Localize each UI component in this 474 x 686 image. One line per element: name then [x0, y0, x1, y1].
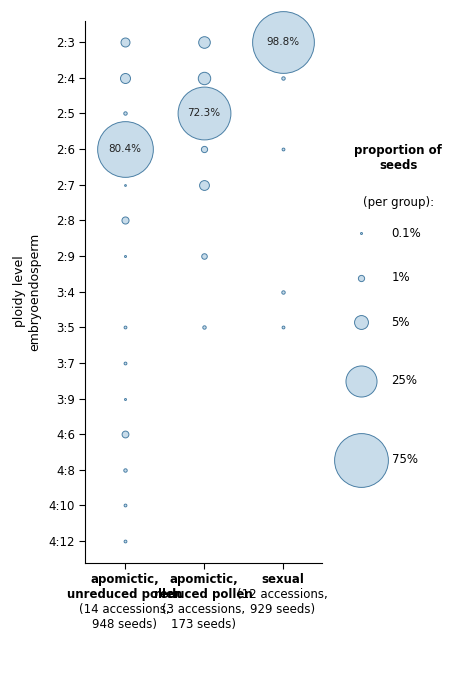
Point	[357, 317, 365, 328]
Point	[200, 322, 208, 333]
Text: 1%: 1%	[392, 272, 410, 284]
Point	[121, 143, 128, 154]
Text: 173 seeds): 173 seeds)	[171, 618, 237, 631]
Point	[121, 215, 128, 226]
Text: 98.8%: 98.8%	[266, 37, 300, 47]
Text: 72.3%: 72.3%	[187, 108, 220, 118]
Point	[200, 72, 208, 83]
Point	[121, 250, 128, 261]
Text: reduced pollen: reduced pollen	[155, 588, 253, 601]
Point	[121, 179, 128, 190]
Point	[121, 429, 128, 440]
Text: 948 seeds): 948 seeds)	[92, 618, 157, 631]
Point	[357, 375, 365, 386]
Text: 5%: 5%	[392, 316, 410, 329]
Point	[121, 108, 128, 119]
Point	[279, 72, 287, 83]
Point	[357, 228, 365, 239]
Point	[279, 286, 287, 297]
Point	[121, 72, 128, 83]
Text: sexual: sexual	[261, 573, 304, 586]
Point	[200, 250, 208, 261]
Text: 929 seeds): 929 seeds)	[250, 603, 315, 616]
Point	[121, 393, 128, 404]
Point	[121, 322, 128, 333]
Point	[121, 464, 128, 475]
Point	[121, 36, 128, 47]
Point	[200, 36, 208, 47]
Text: 0.1%: 0.1%	[392, 227, 421, 239]
Text: 75%: 75%	[392, 453, 418, 466]
Text: unreduced pollen: unreduced pollen	[67, 588, 182, 601]
Point	[121, 536, 128, 547]
Text: 80.4%: 80.4%	[109, 144, 141, 154]
Text: apomictic,: apomictic,	[169, 573, 238, 586]
Text: 25%: 25%	[392, 375, 418, 387]
Point	[200, 143, 208, 154]
Y-axis label: ploidy level
embryoendosperm: ploidy level embryoendosperm	[13, 233, 41, 351]
Point	[200, 179, 208, 190]
Text: apomictic,: apomictic,	[91, 573, 159, 586]
Point	[357, 454, 365, 465]
Text: (3 accessions,: (3 accessions,	[162, 603, 246, 616]
Text: (14 accessions,: (14 accessions,	[80, 603, 170, 616]
Point	[121, 500, 128, 511]
Text: (per group):: (per group):	[363, 196, 434, 209]
Text: proportion of
seeds: proportion of seeds	[354, 144, 442, 172]
Point	[279, 322, 287, 333]
Point	[357, 272, 365, 283]
Point	[279, 143, 287, 154]
Point	[121, 357, 128, 368]
Point	[200, 108, 208, 119]
Point	[279, 36, 287, 47]
Text: (12 accessions,: (12 accessions,	[237, 588, 328, 601]
